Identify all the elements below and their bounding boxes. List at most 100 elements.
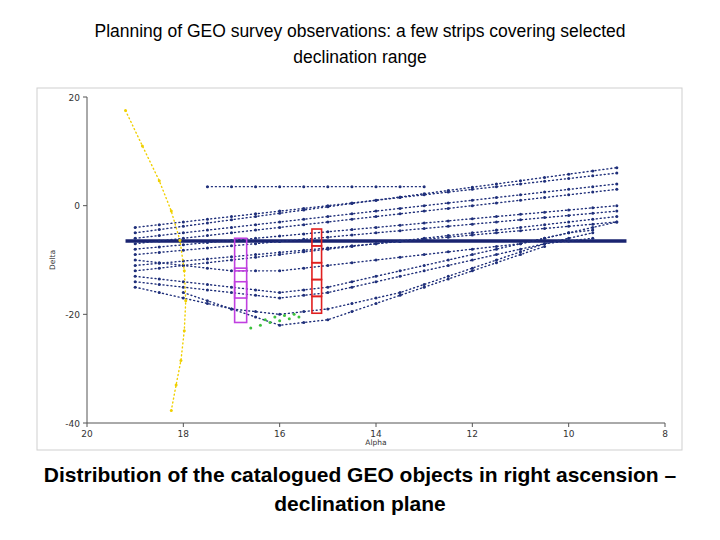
data-point bbox=[447, 278, 450, 281]
data-point bbox=[447, 201, 450, 204]
data-point bbox=[326, 307, 329, 310]
data-point bbox=[543, 242, 546, 245]
data-point bbox=[495, 259, 498, 262]
data-point bbox=[230, 215, 233, 218]
data-point bbox=[278, 313, 281, 316]
data-point bbox=[297, 316, 300, 319]
data-point bbox=[399, 275, 402, 278]
data-point bbox=[615, 182, 618, 185]
data-point bbox=[495, 201, 498, 204]
x-tick-label: 8 bbox=[662, 429, 668, 439]
data-point bbox=[350, 212, 353, 215]
data-point bbox=[495, 185, 498, 188]
data-point bbox=[254, 237, 257, 240]
x-tick bbox=[472, 423, 473, 427]
survey-field bbox=[312, 246, 322, 263]
data-point bbox=[591, 229, 594, 232]
data-point bbox=[447, 234, 450, 237]
data-point bbox=[302, 294, 305, 297]
data-point bbox=[206, 234, 209, 237]
data-point bbox=[495, 220, 498, 223]
data-point bbox=[206, 241, 209, 244]
data-point bbox=[288, 317, 291, 320]
data-point bbox=[375, 215, 378, 218]
data-point bbox=[350, 185, 353, 188]
data-point bbox=[134, 248, 137, 251]
data-point bbox=[273, 316, 276, 319]
data-point bbox=[350, 228, 353, 231]
y-tick-label: -40 bbox=[65, 419, 80, 429]
data-point bbox=[399, 229, 402, 232]
data-point bbox=[182, 220, 185, 223]
data-point bbox=[206, 257, 209, 260]
data-point bbox=[447, 191, 450, 194]
series-line bbox=[135, 222, 617, 271]
data-point bbox=[302, 288, 305, 291]
data-point bbox=[591, 231, 594, 234]
y-tick-label: 0 bbox=[74, 201, 80, 211]
data-point bbox=[134, 237, 137, 240]
y-tick-label: -20 bbox=[65, 310, 80, 320]
data-point bbox=[543, 242, 546, 245]
data-point bbox=[302, 267, 305, 270]
data-point bbox=[519, 213, 522, 216]
data-point bbox=[543, 223, 546, 226]
data-point bbox=[543, 196, 546, 199]
data-point bbox=[134, 269, 137, 272]
data-point bbox=[375, 231, 378, 234]
data-point bbox=[278, 269, 281, 272]
x-axis-label: Alpha bbox=[365, 438, 386, 447]
data-point bbox=[615, 204, 618, 207]
data-point bbox=[399, 207, 402, 210]
data-point bbox=[519, 242, 522, 245]
data-point bbox=[375, 199, 378, 202]
data-point bbox=[423, 283, 426, 286]
data-point bbox=[543, 227, 546, 230]
x-tick bbox=[376, 423, 377, 427]
data-point bbox=[158, 228, 161, 231]
x-tick-label: 20 bbox=[81, 429, 93, 439]
data-point bbox=[249, 326, 252, 329]
data-point bbox=[423, 237, 426, 240]
data-point bbox=[302, 185, 305, 188]
data-point bbox=[519, 253, 522, 256]
data-point bbox=[471, 231, 474, 234]
data-point bbox=[543, 211, 546, 214]
data-point bbox=[567, 239, 570, 242]
data-point bbox=[134, 253, 137, 256]
data-point bbox=[375, 210, 378, 213]
data-point bbox=[124, 109, 127, 112]
data-point bbox=[567, 193, 570, 196]
data-point bbox=[230, 255, 233, 258]
data-point bbox=[495, 231, 498, 234]
data-point bbox=[230, 231, 233, 234]
data-point bbox=[278, 253, 281, 256]
data-point bbox=[615, 172, 618, 175]
data-point bbox=[567, 209, 570, 212]
data-point bbox=[350, 286, 353, 289]
data-point bbox=[278, 235, 281, 238]
y-tick bbox=[83, 205, 87, 206]
data-point bbox=[206, 222, 209, 225]
data-point bbox=[567, 220, 570, 223]
data-point bbox=[591, 218, 594, 221]
data-point bbox=[134, 280, 137, 283]
data-point bbox=[375, 242, 378, 245]
data-point bbox=[350, 280, 353, 283]
data-point bbox=[471, 269, 474, 272]
data-point bbox=[326, 185, 329, 188]
data-point bbox=[471, 199, 474, 202]
data-point bbox=[447, 250, 450, 253]
data-point bbox=[206, 218, 209, 221]
data-point bbox=[471, 259, 474, 262]
data-point bbox=[423, 222, 426, 225]
survey-field bbox=[312, 296, 322, 313]
data-point bbox=[543, 237, 546, 240]
series-line bbox=[135, 230, 593, 292]
data-point bbox=[254, 253, 257, 256]
title: Planning of GEO survey observations: a f… bbox=[70, 18, 650, 70]
data-point bbox=[182, 225, 185, 228]
data-point bbox=[591, 191, 594, 194]
data-point bbox=[206, 267, 209, 270]
data-point bbox=[278, 210, 281, 213]
